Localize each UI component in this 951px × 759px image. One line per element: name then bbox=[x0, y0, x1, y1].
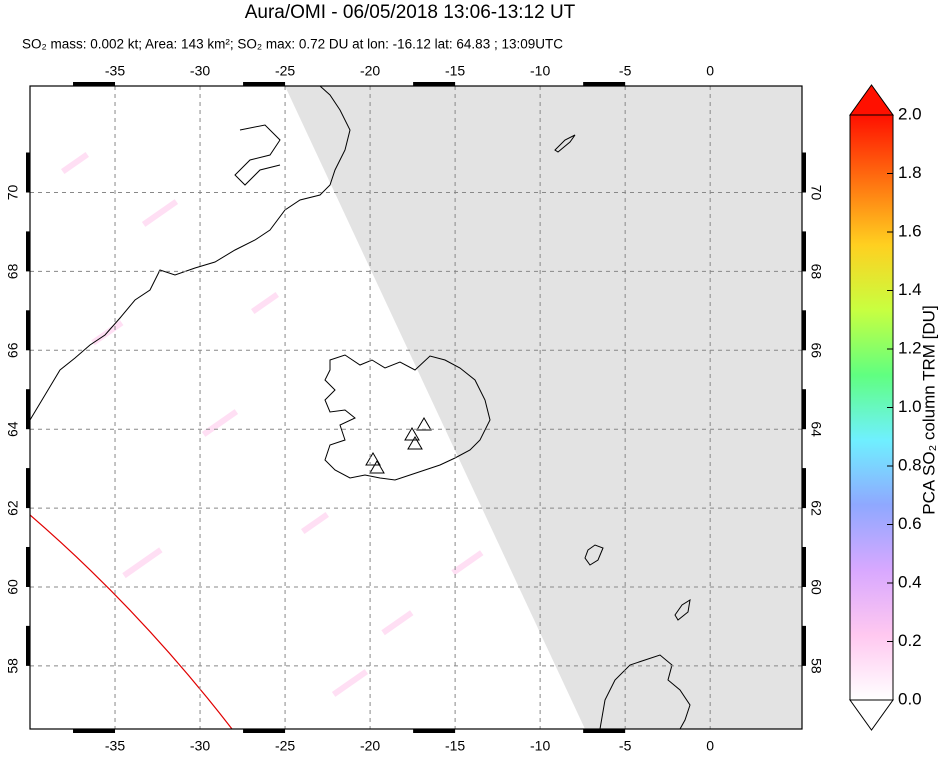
tick-bar bbox=[328, 729, 371, 733]
x-tick-label: -5 bbox=[619, 63, 632, 79]
tick-bar bbox=[413, 729, 456, 733]
x-tick-label: -20 bbox=[360, 738, 380, 754]
no-data-area bbox=[285, 86, 802, 729]
x-tick-label: -15 bbox=[445, 738, 465, 754]
x-tick-label: -25 bbox=[275, 63, 295, 79]
x-tick-label: 0 bbox=[706, 738, 714, 754]
tick-bar bbox=[328, 82, 371, 86]
tick-bar bbox=[158, 729, 201, 733]
colorbar-tick-label: 2.0 bbox=[898, 104, 922, 123]
colorbar-tick-label: 1.8 bbox=[898, 163, 922, 182]
tick-bar bbox=[583, 82, 626, 86]
y-tick-label: 66 bbox=[5, 342, 21, 358]
tick-bar bbox=[498, 729, 541, 733]
tick-bar bbox=[73, 729, 116, 733]
colorbar-tick-label: 0.6 bbox=[898, 514, 922, 533]
tick-bar bbox=[668, 729, 711, 733]
colorbar bbox=[849, 114, 894, 701]
title: Aura/OMI - 06/05/2018 13:06-13:12 UT bbox=[245, 2, 576, 23]
x-tick-label: -10 bbox=[530, 63, 550, 79]
tick-bar bbox=[26, 152, 30, 193]
colorbar-max-arrow bbox=[849, 84, 894, 116]
y-tick-label: 62 bbox=[5, 500, 21, 516]
tick-bar bbox=[413, 82, 456, 86]
tick-bar bbox=[802, 310, 806, 351]
x-tick-label: 0 bbox=[706, 63, 714, 79]
tick-bar bbox=[802, 468, 806, 509]
tick-bar bbox=[26, 310, 30, 351]
tick-bar bbox=[73, 82, 116, 86]
volcano-markers bbox=[365, 417, 432, 474]
colorbar-tick-label: 1.4 bbox=[898, 280, 922, 299]
tick-bar bbox=[243, 729, 286, 733]
y-tick-label: 66 bbox=[808, 343, 824, 359]
tick-bar bbox=[158, 82, 201, 86]
y-tick-label: 60 bbox=[808, 579, 824, 595]
tick-bar bbox=[668, 82, 711, 86]
colorbar-tick-label: 1.2 bbox=[898, 338, 922, 357]
x-tick-label: -35 bbox=[105, 738, 125, 754]
colorbar-tick-label: 0.0 bbox=[898, 689, 922, 708]
y-tick-label: 62 bbox=[808, 500, 824, 516]
tick-bar bbox=[498, 82, 541, 86]
retrieval-swath bbox=[60, 151, 484, 697]
tick-bar bbox=[243, 82, 286, 86]
x-tick-label: -35 bbox=[105, 63, 125, 79]
tick-bar bbox=[26, 468, 30, 509]
colorbar-tick-label: 0.8 bbox=[898, 455, 922, 474]
colorbar-label: PCA SO₂ column TRM [DU] bbox=[919, 305, 938, 514]
x-tick-label: -20 bbox=[360, 63, 380, 79]
tick-bar bbox=[583, 729, 626, 733]
tick-bar bbox=[802, 231, 806, 272]
y-tick-label: 58 bbox=[808, 658, 824, 674]
x-tick-label: -25 bbox=[275, 738, 295, 754]
y-tick-label: 58 bbox=[5, 658, 21, 674]
tick-bar bbox=[26, 546, 30, 587]
x-tick-label: -5 bbox=[619, 738, 632, 754]
y-tick-label: 70 bbox=[5, 185, 21, 201]
jan-mayen bbox=[554, 134, 576, 153]
subtitle: SO₂ mass: 0.002 kt; Area: 143 km²; SO₂ m… bbox=[22, 37, 563, 52]
iceland-coast bbox=[324, 354, 491, 481]
swath-edge bbox=[30, 514, 233, 729]
x-tick-label: -10 bbox=[530, 738, 550, 754]
tick-bar bbox=[26, 625, 30, 666]
faroe-islands bbox=[584, 544, 604, 566]
tick-bar bbox=[802, 389, 806, 430]
map-frame bbox=[29, 85, 803, 730]
y-tick-label: 70 bbox=[808, 185, 824, 201]
axes: -35 -35 -30 -30 -25 -25 -20 -20 -15 -15 -10 -10 -5 -5… bbox=[5, 63, 922, 754]
greenland-fjords bbox=[234, 124, 281, 186]
x-tick-label: -30 bbox=[190, 63, 210, 79]
colorbar-tick-label: 0.2 bbox=[898, 631, 922, 650]
tick-bar bbox=[26, 231, 30, 272]
greenland-coast bbox=[30, 86, 351, 421]
y-tick-label: 68 bbox=[5, 263, 21, 279]
y-tick-label: 64 bbox=[5, 421, 21, 437]
x-tick-label: -30 bbox=[190, 738, 210, 754]
tick-bar bbox=[802, 152, 806, 193]
tick-bar bbox=[802, 625, 806, 666]
map bbox=[30, 86, 802, 729]
colorbar-tick-label: 1.0 bbox=[898, 397, 922, 416]
colorbar-tick-label: 1.6 bbox=[898, 221, 922, 240]
y-tick-label: 60 bbox=[5, 579, 21, 595]
y-tick-label: 64 bbox=[808, 421, 824, 437]
colorbar-min-arrow bbox=[849, 699, 894, 731]
y-tick-label: 68 bbox=[808, 264, 824, 280]
colorbar-tick-label: 0.4 bbox=[898, 572, 922, 591]
scotland-coast bbox=[599, 654, 691, 729]
shetland bbox=[674, 598, 691, 621]
tick-bar bbox=[26, 389, 30, 430]
tick-bar bbox=[802, 546, 806, 587]
x-tick-label: -15 bbox=[445, 63, 465, 79]
